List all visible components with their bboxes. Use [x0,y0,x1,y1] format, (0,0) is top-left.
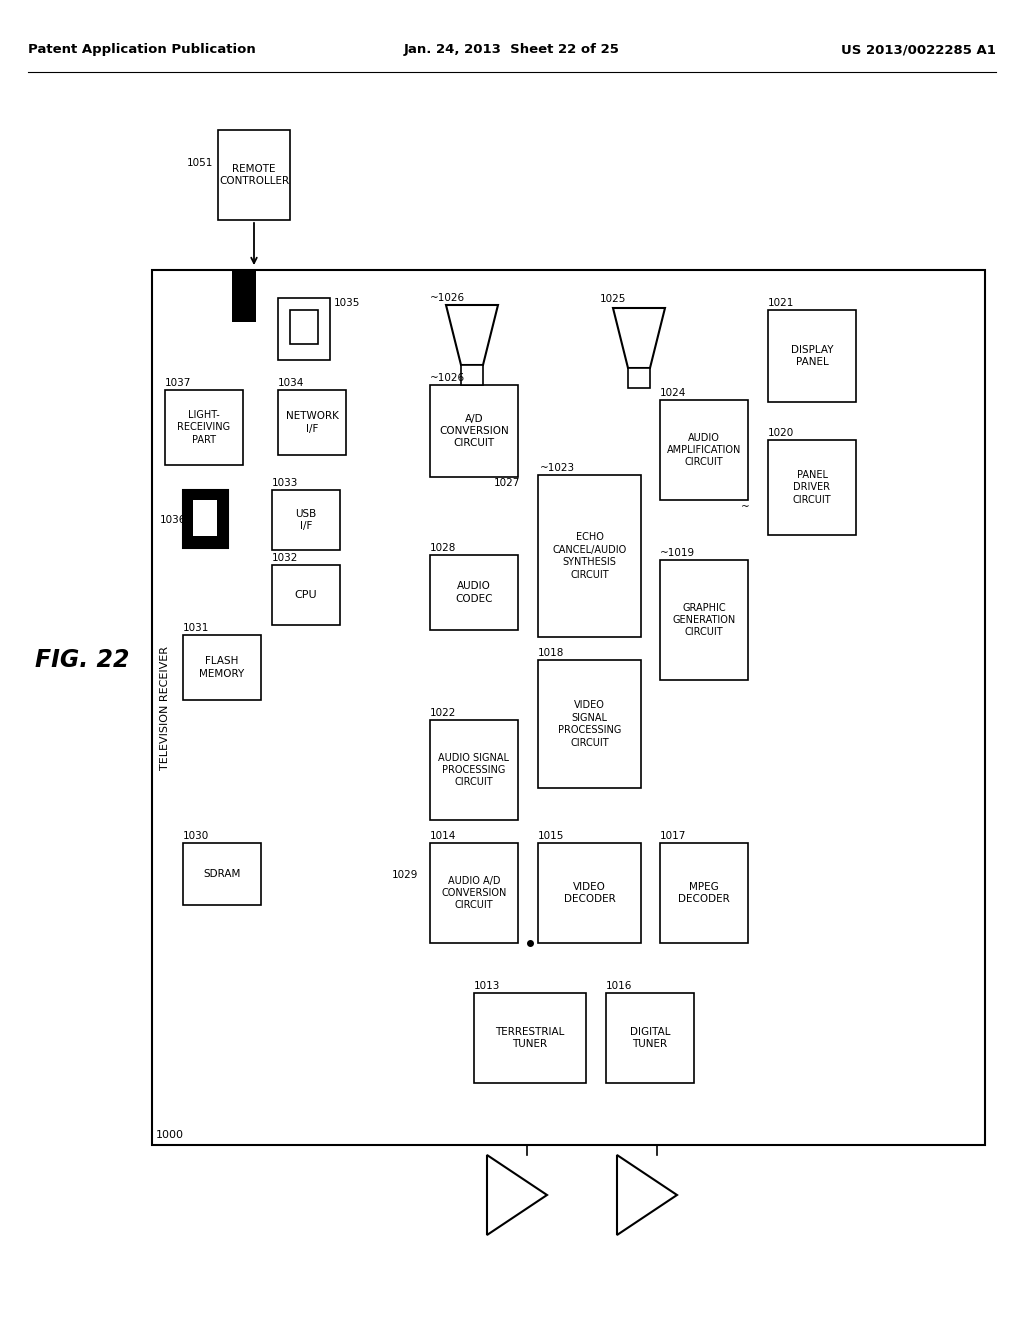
Text: FLASH
MEMORY: FLASH MEMORY [200,656,245,678]
Text: 1022: 1022 [430,708,457,718]
Text: ~1023: ~1023 [540,463,575,473]
Bar [272,565,340,624]
Bar [152,271,985,1144]
Text: CPU: CPU [295,590,317,601]
Bar [430,719,518,820]
Text: ~1026: ~1026 [430,293,465,304]
Text: 1014: 1014 [430,832,457,841]
Bar [183,635,261,700]
Text: TERRESTRIAL
TUNER: TERRESTRIAL TUNER [496,1027,564,1049]
Text: 1037: 1037 [165,378,191,388]
Text: 1035: 1035 [334,298,360,308]
Bar [660,560,748,680]
Text: 1015: 1015 [538,832,564,841]
Text: ECHO
CANCEL/AUDIO
SYNTHESIS
CIRCUIT: ECHO CANCEL/AUDIO SYNTHESIS CIRCUIT [552,532,627,579]
Bar [461,366,483,385]
Bar [430,385,518,477]
Text: 1032: 1032 [272,553,298,564]
Bar [430,554,518,630]
Bar [628,368,650,388]
Bar [430,843,518,942]
Text: 1028: 1028 [430,543,457,553]
Text: 1027: 1027 [494,478,520,488]
Text: VIDEO
DECODER: VIDEO DECODER [563,882,615,904]
Bar [660,843,748,942]
Bar [278,298,330,360]
Text: Patent Application Publication: Patent Application Publication [28,44,256,57]
Text: 1036: 1036 [160,515,186,525]
Bar [183,843,261,906]
Text: 1018: 1018 [538,648,564,657]
Bar [232,271,256,322]
Text: Jan. 24, 2013  Sheet 22 of 25: Jan. 24, 2013 Sheet 22 of 25 [404,44,620,57]
Text: TELEVISION RECEIVER: TELEVISION RECEIVER [160,645,170,770]
Text: PANEL
DRIVER
CIRCUIT: PANEL DRIVER CIRCUIT [793,470,831,504]
Text: ~1026: ~1026 [430,374,465,383]
Text: 1029: 1029 [392,870,419,880]
Text: FIG. 22: FIG. 22 [35,648,129,672]
Bar [272,490,340,550]
Text: US 2013/0022285 A1: US 2013/0022285 A1 [841,44,996,57]
Bar [183,490,228,548]
Bar [538,475,641,638]
Bar [768,310,856,403]
Text: 1051: 1051 [186,158,213,168]
Bar [290,310,318,345]
Text: 1013: 1013 [474,981,501,991]
Bar [538,843,641,942]
Text: 1030: 1030 [183,832,209,841]
Text: 1031: 1031 [183,623,209,634]
Text: 1000: 1000 [156,1130,184,1140]
Text: SDRAM: SDRAM [204,869,241,879]
Text: USB
I/F: USB I/F [295,508,316,531]
Bar [278,389,346,455]
Text: MPEG
DECODER: MPEG DECODER [678,882,730,904]
Text: 1025: 1025 [600,294,627,304]
Text: LIGHT-
RECEIVING
PART: LIGHT- RECEIVING PART [177,411,230,445]
Text: GRAPHIC
GENERATION
CIRCUIT: GRAPHIC GENERATION CIRCUIT [673,603,735,638]
Text: VIDEO
SIGNAL
PROCESSING
CIRCUIT: VIDEO SIGNAL PROCESSING CIRCUIT [558,701,622,747]
Text: 1020: 1020 [768,428,795,438]
Bar [193,500,217,536]
Text: 1021: 1021 [768,298,795,308]
Text: DISPLAY
PANEL: DISPLAY PANEL [791,345,834,367]
Text: ~1019: ~1019 [660,548,695,558]
Text: 1016: 1016 [606,981,633,991]
Text: REMOTE
CONTROLLER: REMOTE CONTROLLER [219,164,289,186]
Text: AUDIO SIGNAL
PROCESSING
CIRCUIT: AUDIO SIGNAL PROCESSING CIRCUIT [438,752,510,788]
Bar [474,993,586,1082]
Text: 1033: 1033 [272,478,298,488]
Bar [165,389,243,465]
Text: AUDIO A/D
CONVERSION
CIRCUIT: AUDIO A/D CONVERSION CIRCUIT [441,875,507,911]
Bar [660,400,748,500]
Text: NETWORK
I/F: NETWORK I/F [286,412,339,434]
Text: AUDIO
CODEC: AUDIO CODEC [456,581,493,603]
Bar [218,129,290,220]
Text: DIGITAL
TUNER: DIGITAL TUNER [630,1027,671,1049]
Text: 1034: 1034 [278,378,304,388]
Bar [768,440,856,535]
Text: AUDIO
AMPLIFICATION
CIRCUIT: AUDIO AMPLIFICATION CIRCUIT [667,433,741,467]
Text: A/D
CONVERSION
CIRCUIT: A/D CONVERSION CIRCUIT [439,413,509,449]
Bar [606,993,694,1082]
Text: 1024: 1024 [660,388,686,399]
Bar [538,660,641,788]
Text: ~: ~ [741,502,750,512]
Text: 1017: 1017 [660,832,686,841]
